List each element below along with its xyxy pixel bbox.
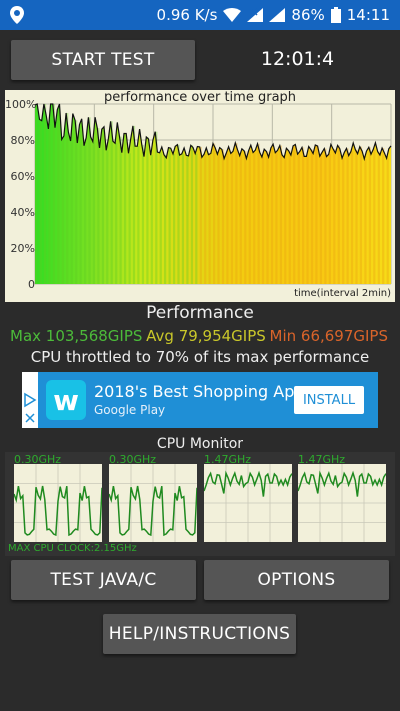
battery-icon	[330, 7, 341, 23]
graph-title: performance over time graph	[103, 90, 297, 105]
x-axis-label: time(interval 2min)	[294, 288, 391, 299]
start-test-button[interactable]: START TEST	[11, 40, 195, 80]
help-instructions-button[interactable]: HELP/INSTRUCTIONS	[103, 614, 296, 654]
cpu-monitor-title: CPU Monitor	[156, 436, 244, 452]
clock: 14:11	[346, 6, 390, 24]
y-tick-100: 100%	[5, 98, 37, 111]
throttle-message: CPU throttled to 70% of its max performa…	[30, 348, 370, 366]
app-logo-icon: w	[46, 380, 86, 420]
install-button[interactable]: INSTALL	[294, 386, 364, 414]
location-pin-icon	[10, 6, 24, 24]
performance-stats: Max 103,568GIPS Avg 79,954GIPS Min 66,69…	[0, 327, 400, 345]
y-tick-80: 80%	[10, 134, 35, 147]
wifi-icon	[223, 8, 242, 22]
performance-title: Performance	[146, 303, 254, 323]
ad-choices-icon	[24, 392, 37, 408]
ad-close-icon	[25, 413, 35, 423]
signal-off-icon	[247, 8, 264, 22]
signal-icon	[269, 8, 286, 22]
options-button[interactable]: OPTIONS	[204, 560, 389, 600]
ad-banner[interactable]: w 2018's Best Shopping App. Google Play …	[22, 372, 378, 428]
avg-performance: Avg 79,954GIPS	[146, 327, 266, 345]
core-graph-2	[108, 464, 198, 542]
ad-title: 2018's Best Shopping App.	[94, 382, 310, 401]
core-graph-3	[203, 464, 293, 542]
core-1-frequency: 0.30GHz	[14, 453, 62, 466]
cpu-monitor-panel: 0.30GHz 0.30GHz 1.47GHz 1.47GHz MAX CPU …	[5, 452, 395, 556]
core-graph-1	[13, 464, 103, 542]
y-tick-0: 0	[28, 278, 35, 291]
core-4-frequency: 1.47GHz	[298, 453, 346, 466]
min-performance: Min 66,697GIPS	[269, 327, 388, 345]
status-bar: 0.96 K/s 86% 14:11	[0, 0, 400, 30]
network-speed: 0.96 K/s	[156, 6, 218, 24]
elapsed-timer: 12:01:4	[260, 48, 335, 70]
core-3-frequency: 1.47GHz	[204, 453, 252, 466]
max-performance: Max 103,568GIPS	[10, 327, 143, 345]
performance-graph: performance over time graph 100% 80% 60%…	[5, 90, 395, 302]
max-cpu-clock: MAX CPU CLOCK:2.15GHz	[8, 543, 137, 554]
core-2-frequency: 0.30GHz	[109, 453, 157, 466]
ad-choices[interactable]	[22, 372, 38, 428]
y-tick-40: 40%	[10, 206, 35, 219]
y-tick-20: 20%	[10, 242, 35, 255]
y-tick-60: 60%	[10, 170, 35, 183]
core-graph-4	[297, 464, 387, 542]
performance-graph-canvas	[34, 103, 392, 285]
test-java-c-button[interactable]: TEST JAVA/C	[11, 560, 196, 600]
battery-percent: 86%	[291, 6, 325, 24]
ad-subtitle: Google Play	[94, 403, 166, 417]
